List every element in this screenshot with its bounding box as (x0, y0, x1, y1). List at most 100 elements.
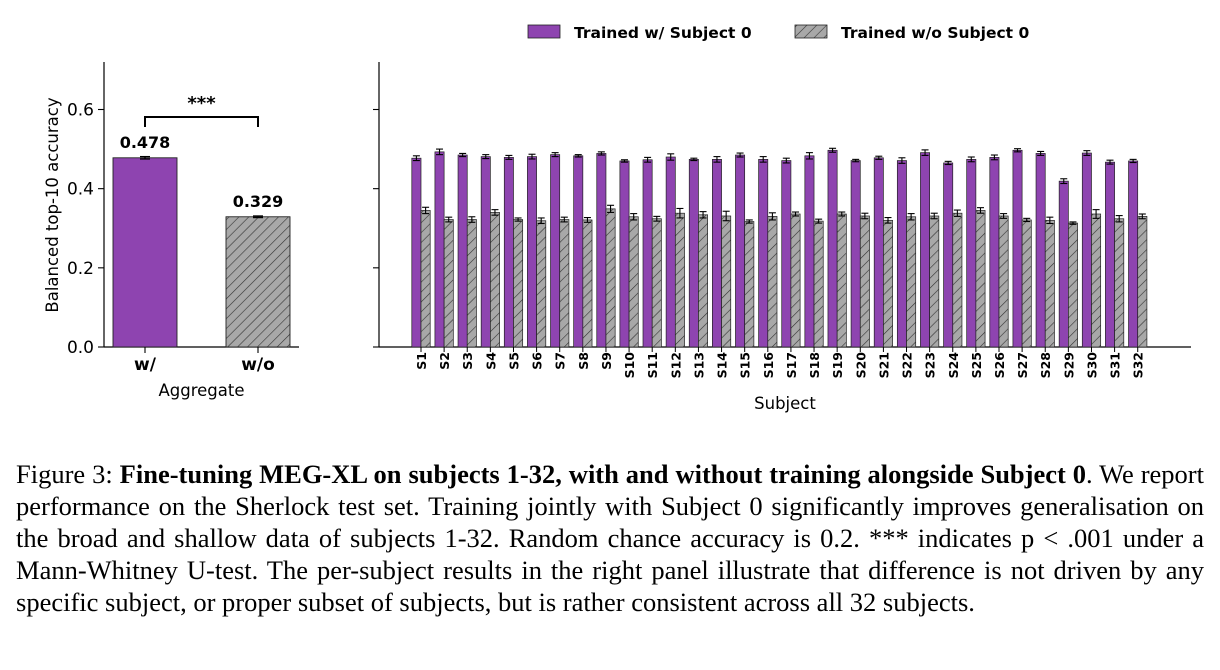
legend-label-2: Trained w/o Subject 0 (841, 24, 1029, 42)
subject-bar-S19-wo (836, 213, 847, 348)
subject-bar-S16-w (758, 159, 769, 348)
subject-bar-S21-w (873, 157, 884, 348)
subject-bar-S5-wo (513, 219, 524, 348)
right-xtick-label-S9: S9 (599, 352, 614, 370)
subject-bar-S23-wo (929, 215, 940, 348)
per-subject-panel: S1 S2 S3 S4 S5 S6 S7 S8 S9 S10 S11 S12 S13 S14 S15 S16 S… (373, 62, 1191, 413)
aggregate-bar-wo (225, 216, 291, 348)
subject-bar-S11-w (642, 159, 653, 348)
right-xtick-label-S8: S8 (576, 352, 591, 370)
legend: Trained w/ Subject 0 Trained w/o Subject … (527, 24, 1029, 42)
right-xtick-label-S27: S27 (1015, 352, 1030, 378)
caption-prefix: Figure 3: (16, 459, 120, 489)
left-xtick-label-1: w/ (134, 355, 157, 375)
right-xtick-label-S32: S32 (1131, 352, 1146, 378)
right-xtick-label-S10: S10 (622, 352, 637, 379)
subject-bar-S10-wo (628, 216, 639, 348)
subject-bar-S8-w (573, 155, 584, 348)
left-y-axis-label: Balanced top-10 accuracy (43, 97, 62, 312)
subject-bar-S28-w (1035, 153, 1046, 348)
subject-bar-S27-wo (1021, 219, 1032, 348)
left-ytick-label-3: 0.6 (67, 101, 94, 121)
right-xtick-label-S19: S19 (830, 352, 845, 378)
significance-bracket (144, 116, 259, 127)
figure-3-chart: Trained w/ Subject 0 Trained w/o Subject … (43, 24, 1191, 413)
left-ytick-label-2: 0.4 (67, 180, 94, 200)
aggregate-data-label-1: 0.478 (120, 133, 171, 152)
right-xtick-label-S5: S5 (506, 352, 521, 370)
subject-bar-S27-w (1012, 149, 1023, 348)
subject-bar-S9-w (596, 153, 607, 348)
subject-bar-S31-w (1105, 161, 1115, 348)
subject-bar-S13-w (688, 159, 699, 348)
right-xtick-label-S24: S24 (946, 352, 961, 379)
right-xtick-label-S25: S25 (969, 352, 984, 378)
right-xtick-label-S21: S21 (876, 352, 891, 378)
right-xtick-label-S30: S30 (1084, 352, 1099, 379)
significance-label: *** (187, 93, 216, 114)
right-xtick-label-S16: S16 (761, 352, 776, 379)
right-x-axis-label: Subject (754, 394, 816, 413)
subject-bar-S10-w (619, 160, 630, 348)
subject-bar-S24-wo (952, 212, 963, 348)
subject-bar-S11-wo (651, 218, 662, 348)
subject-bar-S7-w (550, 154, 561, 348)
aggregate-bar-w (112, 157, 178, 348)
subject-bar-S2-wo (443, 219, 454, 348)
subject-bar-S14-w (712, 159, 722, 348)
subject-bar-S16-wo (767, 216, 778, 348)
subject-bar-S13-wo (698, 214, 708, 348)
right-xtick-label-S17: S17 (784, 352, 799, 378)
subject-bar-S25-wo (975, 210, 986, 348)
legend-swatch-1 (527, 24, 561, 39)
subject-bar-S12-w (665, 156, 676, 348)
right-xtick-label-S7: S7 (553, 352, 568, 370)
subject-bar-S1-w (411, 157, 422, 348)
subject-bar-S14-wo (721, 215, 732, 348)
caption-bold-title: Fine-tuning MEG-XL on subjects 1-32, wit… (119, 459, 1087, 489)
right-xtick-label-S2: S2 (437, 352, 452, 370)
subject-bar-S1-wo (420, 210, 431, 348)
right-xtick-label-S18: S18 (807, 352, 822, 378)
left-x-axis-label: Aggregate (158, 381, 244, 400)
subject-bar-S4-wo (490, 212, 500, 348)
subject-bar-S15-w (735, 154, 746, 348)
subject-bar-S12-wo (674, 212, 685, 348)
subject-bar-S30-w (1081, 152, 1092, 348)
subject-bar-S23-w (920, 152, 930, 348)
subject-bar-S18-wo (813, 220, 824, 348)
subject-bar-S29-wo (1068, 222, 1078, 348)
right-xtick-label-S1: S1 (414, 352, 429, 370)
aggregate-data-label-2: 0.329 (233, 192, 284, 211)
subject-bar-S22-wo (906, 216, 917, 348)
right-xtick-label-S12: S12 (668, 352, 683, 378)
subject-bar-S25-w (966, 159, 977, 348)
aggregate-panel: 0.0 0.2 0.4 0.6 Balanced top-10 accuracy 0.47… (43, 62, 299, 400)
subject-bar-S3-w (457, 154, 468, 348)
subject-bar-S28-wo (1044, 219, 1055, 348)
subject-bar-S7-wo (559, 219, 570, 348)
right-xtick-label-S20: S20 (853, 352, 868, 379)
left-ytick-label-1: 0.2 (67, 259, 94, 279)
subject-bar-S21-wo (883, 219, 893, 348)
right-xtick-label-S13: S13 (691, 352, 706, 378)
subject-bar-S18-w (804, 155, 815, 348)
subject-bar-S26-wo (998, 215, 1009, 348)
subject-bar-S31-wo (1114, 218, 1125, 348)
right-xtick-label-S14: S14 (715, 352, 730, 379)
subject-bar-S3-wo (466, 219, 477, 348)
subject-bar-S22-w (896, 160, 907, 348)
right-xtick-label-S31: S31 (1108, 352, 1123, 378)
subject-bar-S26-w (989, 157, 1000, 348)
subject-bar-S17-w (781, 160, 792, 348)
subject-bar-S20-wo (859, 215, 870, 348)
right-xtick-label-S15: S15 (738, 352, 753, 378)
right-xtick-label-S29: S29 (1061, 352, 1076, 378)
right-xtick-label-S6: S6 (530, 352, 545, 370)
figure-caption: Figure 3: Fine-tuning MEG-XL on subjects… (16, 458, 1204, 618)
subject-bar-S4-w (480, 156, 491, 348)
legend-swatch-2 (794, 24, 828, 39)
subject-bar-S15-wo (744, 221, 755, 348)
subject-bar-S6-wo (536, 220, 547, 348)
subject-bar-S19-w (827, 149, 838, 348)
